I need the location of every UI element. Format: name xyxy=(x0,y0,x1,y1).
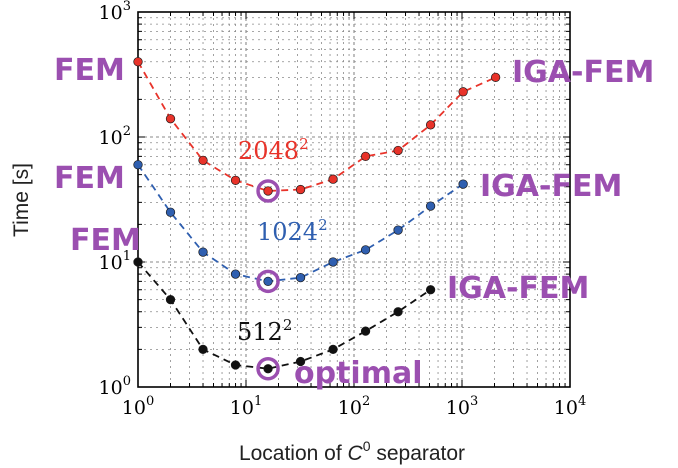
x-tick-label: 102 xyxy=(338,394,370,419)
series-label-2048-sup: 2 xyxy=(299,135,309,153)
data-point-2048 xyxy=(458,87,468,97)
data-point-512 xyxy=(165,294,176,305)
x-axis-label-var: C xyxy=(348,442,364,465)
callout-fem-bottom: FEM xyxy=(70,223,141,258)
series-1024 xyxy=(133,160,468,287)
callout-fem-top: FEM xyxy=(54,53,125,88)
data-point-512 xyxy=(360,326,371,336)
callout-igafem-bottom: IGA-FEM xyxy=(447,271,589,306)
data-point-2048 xyxy=(393,145,403,156)
x-tick-label-base: 10 xyxy=(446,397,470,419)
series-label-1024-sup: 2 xyxy=(318,216,328,234)
x-axis-label: Location of C0 separator xyxy=(239,438,465,465)
y-tick-label-base: 10 xyxy=(99,252,123,274)
series-line-512 xyxy=(137,261,432,370)
data-point-1024 xyxy=(458,179,468,189)
y-tick-label: 100 xyxy=(99,374,131,399)
y-tick-label-base: 10 xyxy=(99,127,123,149)
y-tick-label: 101 xyxy=(99,249,131,274)
series-label-1024: 10242 xyxy=(257,216,328,246)
data-point-1024 xyxy=(230,269,241,279)
x-tick-label-base: 10 xyxy=(230,397,254,419)
data-point-512 xyxy=(133,257,143,267)
optimal-markers xyxy=(256,179,280,381)
y-tick-label: 103 xyxy=(99,0,131,24)
data-point-2048 xyxy=(198,155,208,166)
optimal-marker xyxy=(256,269,280,294)
y-axis-label: Time [s] xyxy=(10,163,33,237)
series-label-512: 5122 xyxy=(237,316,292,346)
y-tick-label-base: 10 xyxy=(99,377,123,399)
data-point-2048 xyxy=(360,151,371,162)
x-tick-label: 103 xyxy=(446,394,478,419)
series xyxy=(133,57,501,374)
series-label-1024-name: 1024 xyxy=(257,218,318,246)
series-labels: 20482 10242 5122 xyxy=(237,135,328,346)
data-point-2048 xyxy=(295,184,306,195)
data-point-1024 xyxy=(263,276,273,287)
x-tick-label: 104 xyxy=(554,394,586,419)
data-point-1024 xyxy=(198,247,208,257)
data-point-2048 xyxy=(165,114,176,124)
series-label-2048: 20482 xyxy=(238,135,309,165)
data-point-1024 xyxy=(425,201,436,211)
callout-fem-middle: FEM xyxy=(54,161,125,196)
x-tick-label: 101 xyxy=(230,394,262,419)
data-point-512 xyxy=(295,356,306,367)
data-point-512 xyxy=(393,307,403,317)
series-label-512-sup: 2 xyxy=(283,316,293,334)
data-point-512 xyxy=(328,344,338,355)
x-tick-label-base: 10 xyxy=(338,397,362,419)
series-label-2048-name: 2048 xyxy=(238,137,299,165)
series-line-2048 xyxy=(137,61,496,192)
series-line-1024 xyxy=(137,164,464,283)
data-point-1024 xyxy=(133,160,143,170)
x-tick-label-exp: 4 xyxy=(578,394,586,409)
data-point-2048 xyxy=(133,57,143,67)
data-point-2048 xyxy=(490,72,501,83)
y-tick-label-exp: 1 xyxy=(123,249,131,264)
optimal-marker xyxy=(256,179,280,203)
x-tick-label: 100 xyxy=(122,394,154,419)
callouts: FEM FEM FEM IGA-FEM IGA-FEM IGA-FEM opti… xyxy=(54,53,654,391)
y-tick-label: 102 xyxy=(99,124,131,149)
series-label-512-name: 512 xyxy=(237,318,283,346)
x-axis-label-suffix: separator xyxy=(371,442,466,465)
data-point-512 xyxy=(230,360,241,370)
series-2048 xyxy=(133,57,501,196)
x-tick-label-exp: 2 xyxy=(362,394,370,409)
data-point-1024 xyxy=(165,207,176,217)
y-tick-label-exp: 3 xyxy=(123,0,131,14)
x-tick-label-exp: 0 xyxy=(146,394,154,409)
y-tick-label-exp: 2 xyxy=(123,124,131,139)
callout-igafem-top: IGA-FEM xyxy=(512,55,654,90)
y-tick-label-base: 10 xyxy=(99,2,123,24)
x-axis-label-prefix: Location of xyxy=(239,442,348,465)
y-axis-label-text: Time [s] xyxy=(10,163,33,237)
data-point-2048 xyxy=(230,175,241,185)
x-tick-label-exp: 3 xyxy=(470,394,478,409)
data-point-1024 xyxy=(393,225,403,235)
data-point-512 xyxy=(198,344,208,355)
data-point-2048 xyxy=(425,120,436,130)
x-tick-label-base: 10 xyxy=(554,397,578,419)
y-tick-label-exp: 0 xyxy=(123,374,131,389)
x-tick-label-base: 10 xyxy=(122,397,146,419)
data-point-1024 xyxy=(295,272,306,283)
data-point-1024 xyxy=(328,257,338,267)
callout-optimal: optimal xyxy=(294,356,423,391)
data-point-2048 xyxy=(263,186,273,196)
optimal-marker xyxy=(256,356,280,381)
data-point-1024 xyxy=(360,245,371,255)
x-tick-label-exp: 1 xyxy=(254,394,262,409)
x-axis-label-sup: 0 xyxy=(363,438,371,454)
data-point-512 xyxy=(263,364,273,374)
callout-igafem-middle: IGA-FEM xyxy=(480,169,622,204)
data-point-2048 xyxy=(328,174,338,184)
data-point-512 xyxy=(425,285,436,295)
series-512 xyxy=(133,257,436,374)
